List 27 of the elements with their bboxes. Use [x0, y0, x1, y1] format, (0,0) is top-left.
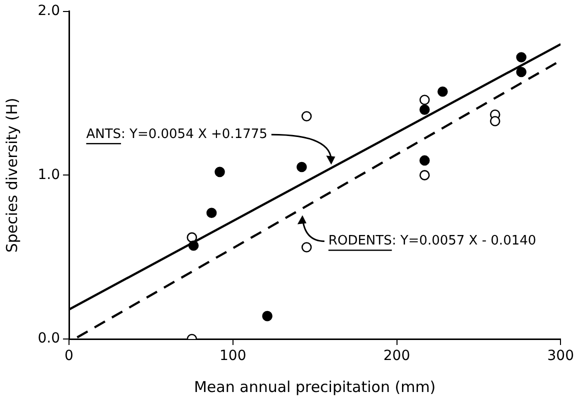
point	[437, 86, 448, 97]
point	[206, 208, 217, 218]
point	[188, 240, 199, 251]
x-tick-label: 300	[547, 348, 574, 364]
point	[214, 166, 225, 178]
point	[301, 242, 312, 252]
point	[419, 170, 430, 180]
y-axis-title: Species diversity (H)	[2, 98, 21, 253]
point	[296, 162, 307, 172]
y-tick-label: 2.0	[38, 3, 60, 20]
point	[186, 232, 198, 243]
point	[516, 66, 526, 78]
y-tick-label: 1.0	[38, 166, 60, 183]
x-tick-label: 100	[220, 348, 246, 364]
point	[419, 94, 430, 105]
x-axis-title: Mean annual precipitation (mm)	[194, 378, 436, 396]
annotation: ANTS: Y=0.0054 X +0.1775	[86, 127, 268, 142]
point	[262, 310, 272, 322]
point	[419, 104, 430, 115]
annotation: RODENTS: Y=0.0057 X - 0.0140	[328, 234, 536, 249]
x-tick-label: 0	[64, 348, 74, 364]
y-tick-label: 0.0	[38, 330, 60, 347]
x-tick-label: 200	[383, 348, 410, 364]
point	[419, 155, 430, 166]
point	[490, 116, 500, 126]
point	[301, 111, 312, 122]
point	[516, 52, 526, 62]
